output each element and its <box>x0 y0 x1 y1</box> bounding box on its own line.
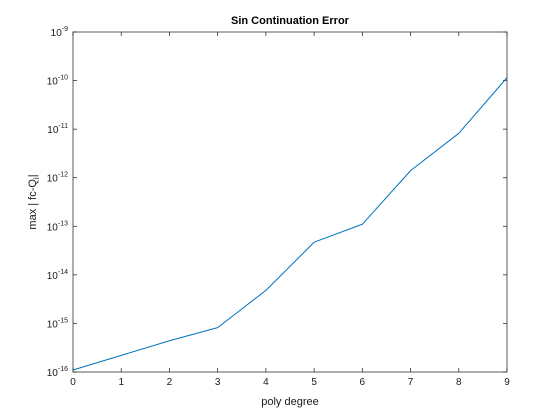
y-axis-label-subscript: i <box>32 177 41 179</box>
x-tick-label: 6 <box>360 377 366 388</box>
plot-frame <box>72 31 508 373</box>
y-tick-label: 10-14 <box>47 269 68 282</box>
y-axis-label-suffix: | <box>27 174 39 177</box>
x-tick-label: 9 <box>504 377 510 388</box>
y-tick-label: 10-9 <box>51 26 68 39</box>
y-axis-label-main: max | fc-Q <box>27 179 39 230</box>
y-axis-label: max | fc-Qi| <box>27 174 41 229</box>
y-tick-label: 10-12 <box>47 172 68 185</box>
y-tick-label: 10-16 <box>47 366 68 379</box>
plot-background <box>73 32 507 372</box>
x-tick-label: 8 <box>456 377 462 388</box>
x-tick-label: 1 <box>118 377 124 388</box>
x-tick-label: 4 <box>263 377 269 388</box>
y-tick-label: 10-13 <box>47 220 68 233</box>
y-tick-label: 10-11 <box>47 123 68 136</box>
series <box>72 77 508 371</box>
y-tick-label: 10-15 <box>47 317 68 330</box>
x-tick-label: 2 <box>167 377 173 388</box>
chart-title: Sin Continuation Error <box>231 15 350 27</box>
x-tick-label: 5 <box>311 377 317 388</box>
x-tick-label: 0 <box>70 377 76 388</box>
x-tick-label: 7 <box>408 377 414 388</box>
x-tick-label: 3 <box>215 377 221 388</box>
x-axis-label: poly degree <box>261 396 319 408</box>
y-tick-label: 10-10 <box>47 75 68 88</box>
series-line <box>72 77 508 371</box>
